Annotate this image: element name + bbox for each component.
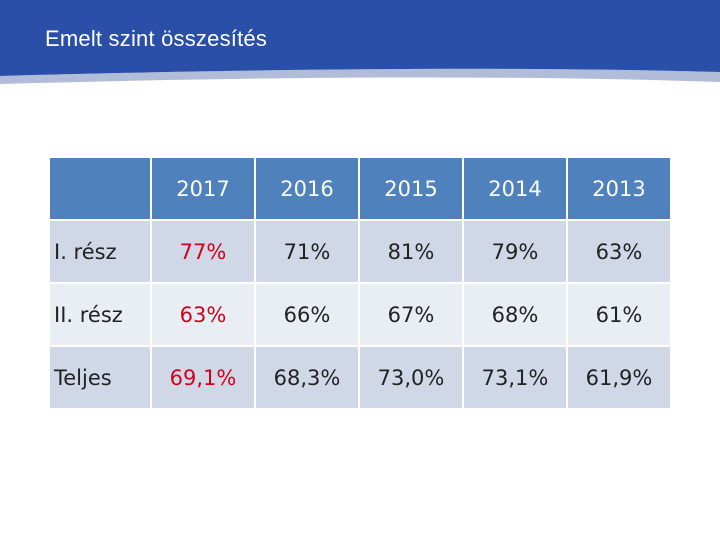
table-cell: 61,9% [568,347,670,408]
table-corner-cell [50,158,150,219]
row-label: I. rész [50,221,150,282]
table-cell: 69,1% [152,347,254,408]
slide-title: Emelt szint összesítés [45,26,268,51]
table-row: II. rész 63% 66% 67% 68% 61% [50,284,670,345]
header-band-fill [0,0,720,76]
table-cell: 77% [152,221,254,282]
table-cell: 81% [360,221,462,282]
column-header: 2016 [256,158,358,219]
table-cell: 66% [256,284,358,345]
table-cell: 79% [464,221,566,282]
table-cell: 68% [464,284,566,345]
header-band-shadow [0,68,720,84]
table-cell: 67% [360,284,462,345]
column-header: 2015 [360,158,462,219]
column-header: 2017 [152,158,254,219]
table-cell: 63% [568,221,670,282]
table-row: Teljes 69,1% 68,3% 73,0% 73,1% 61,9% [50,347,670,408]
column-header: 2013 [568,158,670,219]
header-band-shape [0,0,720,84]
table-row: I. rész 77% 71% 81% 79% 63% [50,221,670,282]
table-cell: 71% [256,221,358,282]
row-label: II. rész [50,284,150,345]
row-label: Teljes [50,347,150,408]
summary-table: 2017 2016 2015 2014 2013 I. rész 77% 71%… [48,156,672,410]
column-header: 2014 [464,158,566,219]
table-cell: 73,0% [360,347,462,408]
table-cell: 63% [152,284,254,345]
table-cell: 73,1% [464,347,566,408]
table-cell: 61% [568,284,670,345]
header-band [0,0,720,100]
table-header-row: 2017 2016 2015 2014 2013 [50,158,670,219]
table-cell: 68,3% [256,347,358,408]
